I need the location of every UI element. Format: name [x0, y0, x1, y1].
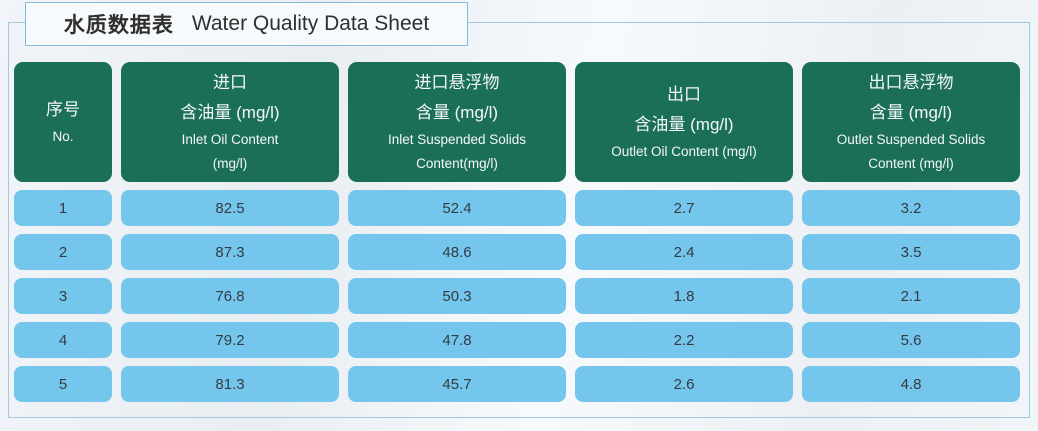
cell-row5-outlet-oil: 2.6	[575, 366, 793, 402]
header-cell-outlet-suspended-solids: 出口悬浮物 含量 (mg/l) Outlet Suspended Solids …	[802, 62, 1020, 182]
cell-row5-inlet-ss: 45.7	[348, 366, 566, 402]
cell-row2-inlet-ss: 48.6	[348, 234, 566, 270]
water-quality-table: 序号 No. 进口 含油量 (mg/l) Inlet Oil Content (…	[14, 62, 1020, 402]
cell-row2-inlet-oil: 87.3	[121, 234, 339, 270]
header-cell-outlet-oil: 出口 含油量 (mg/l) Outlet Oil Content (mg/l)	[575, 62, 793, 182]
header-cell-inlet-suspended-solids: 进口悬浮物 含量 (mg/l) Inlet Suspended Solids C…	[348, 62, 566, 182]
cell-row1-outlet-ss: 3.2	[802, 190, 1020, 226]
cell-row2-no: 2	[14, 234, 112, 270]
cell-row4-outlet-ss: 5.6	[802, 322, 1020, 358]
cell-row3-outlet-oil: 1.8	[575, 278, 793, 314]
cell-row5-outlet-ss: 4.8	[802, 366, 1020, 402]
cell-row4-inlet-oil: 79.2	[121, 322, 339, 358]
cell-row1-inlet-oil: 82.5	[121, 190, 339, 226]
cell-row5-no: 5	[14, 366, 112, 402]
cell-row5-inlet-oil: 81.3	[121, 366, 339, 402]
page-title-en: Water Quality Data Sheet	[191, 12, 430, 35]
cell-row2-outlet-oil: 2.4	[575, 234, 793, 270]
cell-row1-no: 1	[14, 190, 112, 226]
cell-row4-inlet-ss: 47.8	[348, 322, 566, 358]
cell-row2-outlet-ss: 3.5	[802, 234, 1020, 270]
page-title: 水质数据表 Water Quality Data Sheet	[25, 2, 468, 46]
cell-row3-inlet-oil: 76.8	[121, 278, 339, 314]
header-cell-inlet-oil: 进口 含油量 (mg/l) Inlet Oil Content (mg/l)	[121, 62, 339, 182]
table-panel	[8, 22, 1030, 418]
cell-row1-outlet-oil: 2.7	[575, 190, 793, 226]
cell-row1-inlet-ss: 52.4	[348, 190, 566, 226]
cell-row4-outlet-oil: 2.2	[575, 322, 793, 358]
page-title-zh: 水质数据表	[63, 14, 174, 37]
cell-row3-outlet-ss: 2.1	[802, 278, 1020, 314]
cell-row4-no: 4	[14, 322, 112, 358]
cell-row3-inlet-ss: 50.3	[348, 278, 566, 314]
header-cell-no: 序号 No.	[14, 62, 112, 182]
cell-row3-no: 3	[14, 278, 112, 314]
